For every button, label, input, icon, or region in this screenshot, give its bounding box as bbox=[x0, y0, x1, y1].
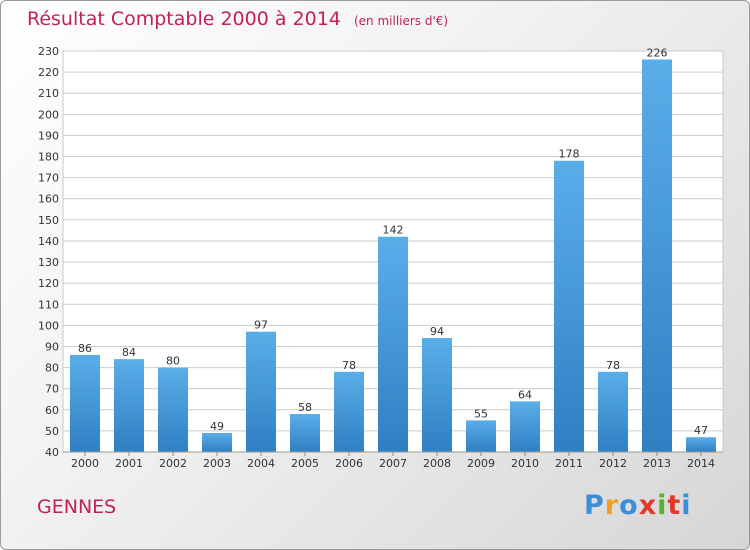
logo-letter: i bbox=[681, 490, 692, 521]
x-tick-label: 2006 bbox=[335, 457, 363, 470]
bar-value-label: 78 bbox=[606, 359, 620, 372]
bar bbox=[422, 338, 452, 452]
bar-value-label: 58 bbox=[298, 401, 312, 414]
y-tick-label: 150 bbox=[38, 214, 59, 227]
bar bbox=[554, 160, 584, 452]
logo-letter: x bbox=[638, 490, 658, 521]
bar bbox=[334, 371, 364, 452]
bar-value-label: 47 bbox=[694, 424, 708, 437]
bar bbox=[158, 367, 188, 452]
y-tick-label: 210 bbox=[38, 87, 59, 100]
bar-value-label: 78 bbox=[342, 359, 356, 372]
y-tick-label: 50 bbox=[45, 425, 59, 438]
x-tick-label: 2003 bbox=[203, 457, 231, 470]
bar-value-label: 97 bbox=[254, 319, 268, 332]
x-tick-label: 2004 bbox=[247, 457, 275, 470]
bar-value-label: 178 bbox=[559, 148, 580, 161]
bar bbox=[642, 59, 672, 452]
bar bbox=[378, 236, 408, 452]
bar-value-label: 94 bbox=[430, 325, 444, 338]
x-tick-label: 2007 bbox=[379, 457, 407, 470]
bar bbox=[246, 331, 276, 452]
y-tick-label: 60 bbox=[45, 404, 59, 417]
x-tick-label: 2013 bbox=[643, 457, 671, 470]
x-tick-label: 2011 bbox=[555, 457, 583, 470]
bar bbox=[510, 401, 540, 452]
chart-title-block: Résultat Comptable 2000 à 2014 (en milli… bbox=[27, 8, 448, 30]
bar-value-label: 80 bbox=[166, 355, 180, 368]
logo-letter: o bbox=[619, 490, 639, 521]
y-tick-label: 200 bbox=[38, 108, 59, 121]
city-name: GENNES bbox=[37, 496, 117, 518]
y-tick-label: 90 bbox=[45, 340, 59, 353]
logo-letter: r bbox=[604, 490, 620, 521]
bar bbox=[202, 433, 232, 452]
bar bbox=[70, 354, 100, 452]
bar-value-label: 142 bbox=[383, 224, 404, 237]
chart-title: Résultat Comptable 2000 à 2014 bbox=[27, 8, 341, 30]
bar-value-label: 226 bbox=[647, 46, 668, 59]
bar bbox=[290, 414, 320, 452]
bar-value-label: 84 bbox=[122, 346, 136, 359]
x-tick-label: 2009 bbox=[467, 457, 495, 470]
y-tick-label: 160 bbox=[38, 193, 59, 206]
x-tick-label: 2010 bbox=[511, 457, 539, 470]
logo-letter: P bbox=[584, 490, 605, 521]
x-tick-label: 2001 bbox=[115, 457, 143, 470]
y-tick-label: 130 bbox=[38, 256, 59, 269]
y-tick-label: 70 bbox=[45, 383, 59, 396]
y-tick-label: 110 bbox=[38, 298, 59, 311]
y-tick-label: 80 bbox=[45, 362, 59, 375]
bar bbox=[114, 359, 144, 452]
x-tick-label: 2014 bbox=[687, 457, 715, 470]
y-tick-label: 180 bbox=[38, 151, 59, 164]
y-tick-label: 230 bbox=[38, 45, 59, 58]
x-tick-label: 2008 bbox=[423, 457, 451, 470]
y-tick-label: 190 bbox=[38, 129, 59, 142]
logo-letter: t bbox=[667, 490, 682, 521]
y-tick-label: 120 bbox=[38, 277, 59, 290]
chart-subtitle: (en milliers d'€) bbox=[353, 14, 449, 28]
bar bbox=[598, 371, 628, 452]
x-tick-label: 2002 bbox=[159, 457, 187, 470]
y-tick-label: 40 bbox=[45, 446, 59, 459]
bar-value-label: 49 bbox=[210, 420, 224, 433]
bar-value-label: 86 bbox=[78, 342, 92, 355]
logo-letter: i bbox=[657, 490, 668, 521]
bar-value-label: 64 bbox=[518, 388, 532, 401]
y-tick-label: 140 bbox=[38, 235, 59, 248]
x-tick-label: 2012 bbox=[599, 457, 627, 470]
bar bbox=[686, 437, 716, 452]
bar-value-label: 55 bbox=[474, 407, 488, 420]
bar bbox=[466, 420, 496, 452]
y-tick-label: 170 bbox=[38, 172, 59, 185]
proxiti-logo: Proxiti bbox=[584, 490, 692, 521]
y-tick-label: 100 bbox=[38, 319, 59, 332]
y-tick-label: 220 bbox=[38, 66, 59, 79]
x-tick-label: 2005 bbox=[291, 457, 319, 470]
x-tick-label: 2000 bbox=[71, 457, 99, 470]
